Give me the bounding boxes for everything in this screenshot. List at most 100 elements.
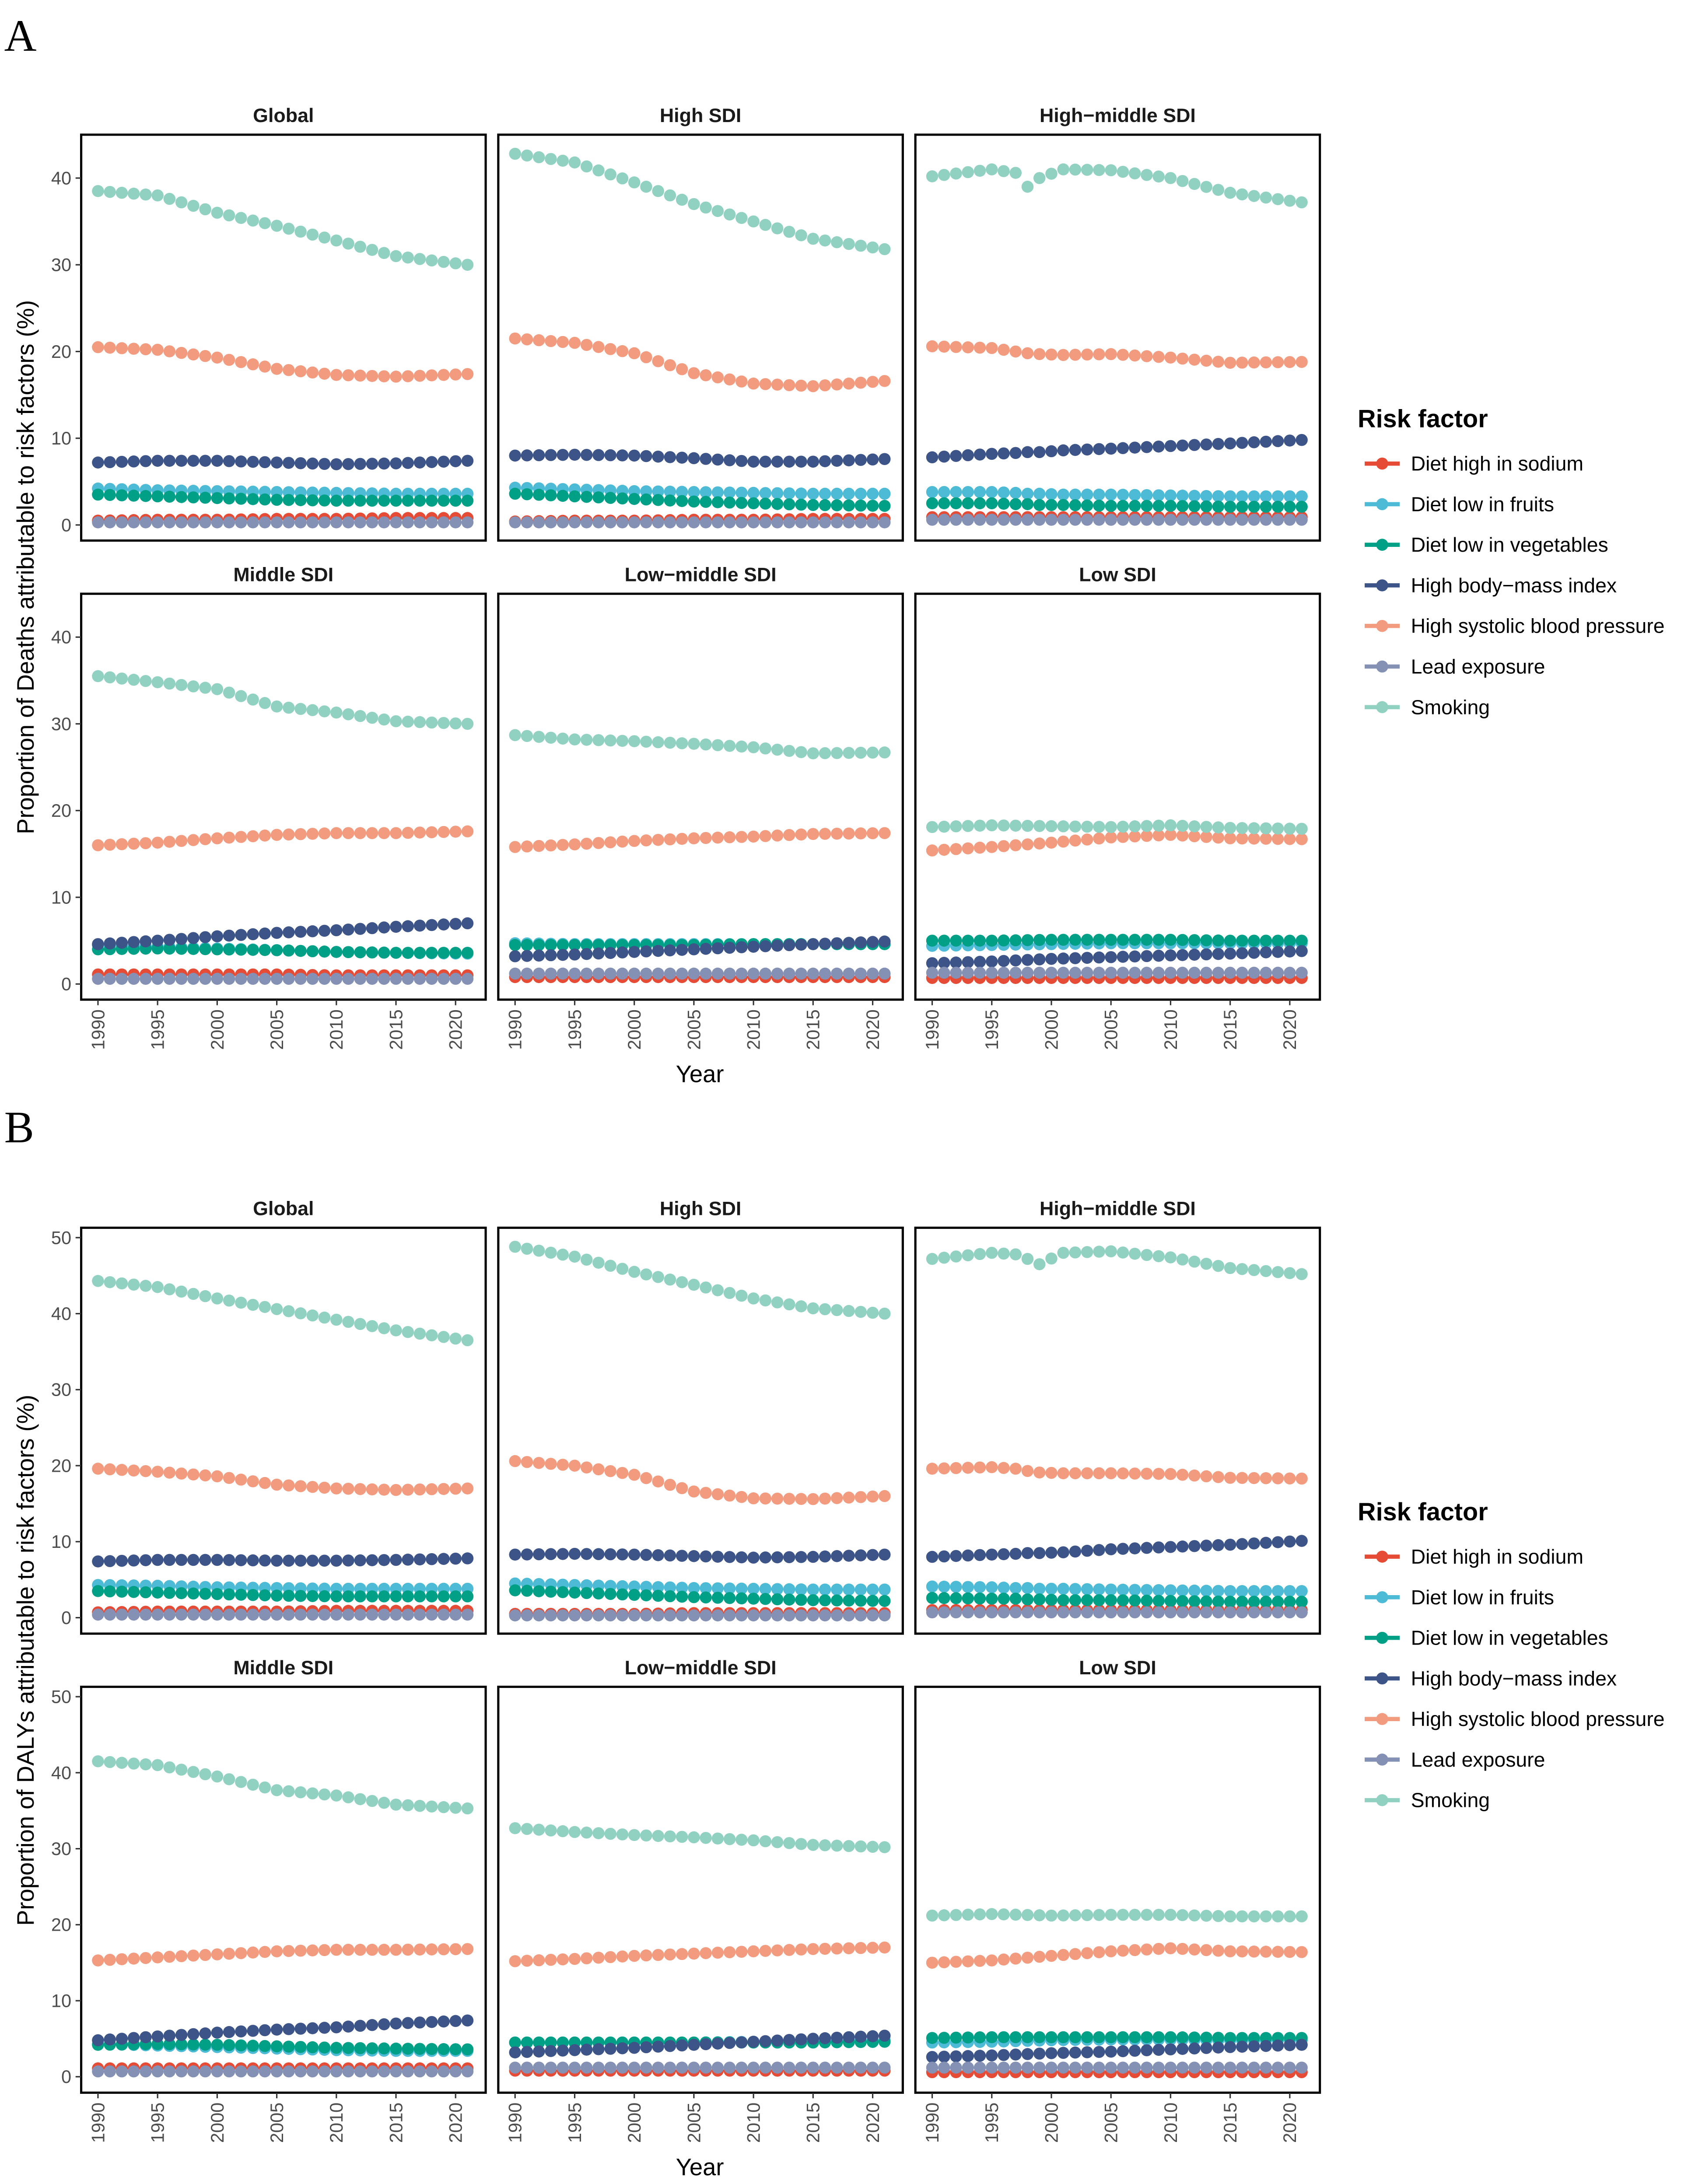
- data-point: [855, 2030, 867, 2043]
- data-point: [879, 375, 891, 387]
- data-point: [866, 1306, 879, 1319]
- data-point: [688, 943, 700, 956]
- data-point: [545, 1824, 557, 1837]
- data-point: [270, 494, 283, 506]
- data-point: [974, 819, 986, 832]
- data-point: [1271, 946, 1284, 958]
- y-tick-label: 10: [51, 1531, 71, 1552]
- data-point: [1021, 446, 1034, 458]
- data-point: [1152, 489, 1165, 501]
- data-point: [1021, 1465, 1034, 1477]
- data-point: [223, 1472, 235, 1484]
- data-point: [783, 2062, 795, 2074]
- data-point: [1009, 966, 1022, 979]
- data-point: [723, 486, 736, 499]
- data-point: [366, 1795, 378, 1807]
- data-point: [926, 451, 939, 464]
- panel-border: [497, 1226, 904, 1635]
- data-point: [1057, 835, 1069, 848]
- series-smoking: [509, 147, 891, 256]
- data-point: [211, 2039, 224, 2051]
- data-point: [1093, 1583, 1105, 1596]
- data-point: [1117, 831, 1129, 843]
- panel-border: [80, 1686, 487, 2094]
- data-point: [104, 456, 116, 469]
- data-point: [211, 832, 224, 844]
- data-point: [104, 516, 116, 528]
- data-point: [1176, 1942, 1189, 1955]
- data-point: [1033, 837, 1046, 850]
- data-point: [580, 734, 593, 746]
- panel-title: High−middle SDI: [1040, 1198, 1196, 1220]
- data-point: [628, 1950, 641, 1962]
- data-point: [986, 819, 998, 832]
- data-point: [807, 499, 819, 511]
- data-point: [628, 2042, 641, 2054]
- data-point: [223, 831, 235, 844]
- data-point: [604, 492, 616, 504]
- data-point: [283, 1305, 295, 1317]
- data-point: [974, 448, 986, 461]
- data-point: [879, 500, 891, 512]
- data-point: [664, 1830, 676, 1843]
- y-tick-label: 30: [51, 714, 71, 734]
- data-point: [1069, 1606, 1082, 1619]
- data-point: [354, 1608, 367, 1621]
- data-point: [652, 1589, 664, 1602]
- data-point: [438, 1331, 450, 1343]
- data-point: [223, 2065, 235, 2078]
- data-point: [509, 1584, 521, 1596]
- x-tick-label: 1990: [505, 1009, 525, 1050]
- data-point: [1128, 1467, 1141, 1480]
- data-point: [1296, 934, 1308, 947]
- data-point: [855, 746, 867, 759]
- data-point: [1271, 1266, 1284, 1278]
- data-point: [104, 186, 116, 198]
- data-point: [1009, 934, 1022, 947]
- data-point: [640, 2041, 652, 2054]
- data-point: [807, 1550, 819, 1563]
- data-point: [1105, 1583, 1117, 1596]
- data-point: [92, 1954, 104, 1967]
- data-point: [974, 497, 986, 510]
- data-point: [247, 1608, 259, 1621]
- data-point: [771, 1551, 784, 1564]
- data-point: [1212, 500, 1225, 513]
- data-point: [306, 1608, 319, 1621]
- data-point: [640, 351, 652, 364]
- data-point: [1128, 1584, 1141, 1596]
- data-point: [1296, 1472, 1308, 1485]
- data-point: [831, 1594, 843, 1606]
- data-point: [1021, 2062, 1034, 2074]
- data-point: [688, 967, 700, 980]
- data-point: [1188, 830, 1201, 843]
- series-lead-exposure: [92, 1608, 474, 1621]
- data-point: [449, 826, 462, 838]
- data-point: [795, 967, 807, 980]
- data-point: [1260, 1265, 1272, 1278]
- data-point: [1296, 1910, 1308, 1922]
- data-point: [771, 1593, 784, 1606]
- data-point: [425, 1483, 438, 1495]
- data-point: [1164, 351, 1177, 364]
- panel-title: Low−middle SDI: [625, 1657, 777, 1679]
- data-point: [1164, 1468, 1177, 1480]
- data-point: [1128, 1542, 1141, 1554]
- data-point: [151, 189, 164, 202]
- x-tick-label: 2015: [1220, 2103, 1240, 2143]
- data-point: [1128, 966, 1141, 979]
- data-point: [1021, 1909, 1034, 1921]
- data-point: [783, 379, 795, 392]
- data-point: [926, 1580, 939, 1593]
- data-point: [807, 516, 819, 528]
- data-point: [1117, 1909, 1129, 1921]
- data-point: [628, 176, 641, 189]
- data-point: [1296, 1596, 1308, 1608]
- data-point: [879, 1548, 891, 1561]
- data-point: [1141, 1542, 1153, 1554]
- data-point: [700, 967, 712, 980]
- data-point: [270, 1478, 283, 1491]
- data-point: [1057, 349, 1069, 361]
- data-point: [1271, 193, 1284, 205]
